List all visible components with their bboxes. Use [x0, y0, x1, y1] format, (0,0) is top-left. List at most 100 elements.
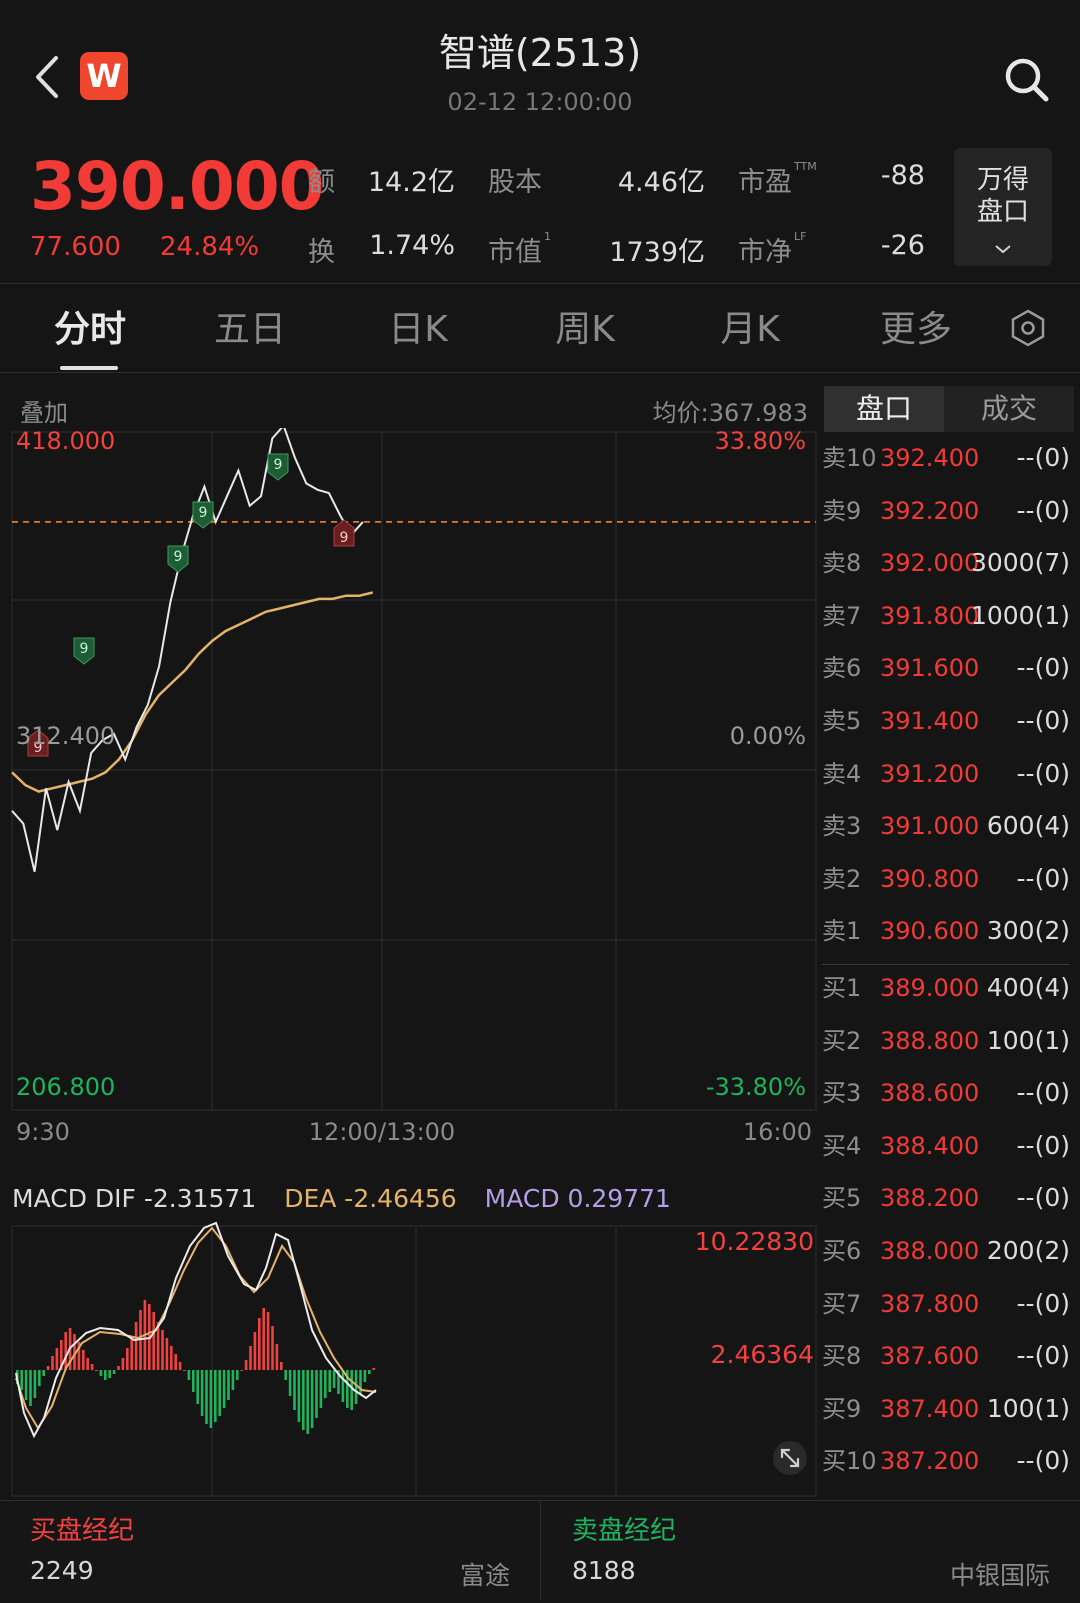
level-volume: 1000(1) [970, 600, 1070, 630]
ask-row[interactable]: 卖3 391.000 600(4) [822, 800, 1072, 852]
bid-row[interactable]: 买2 388.800 100(1) [822, 1015, 1072, 1067]
bid-row[interactable]: 买10 387.200 --(0) [822, 1435, 1072, 1487]
macd-bar [174, 1354, 177, 1370]
ask-row[interactable]: 卖9 392.200 --(0) [822, 485, 1072, 537]
level-label: 买4 [822, 1131, 862, 1160]
stat-value-turnover-rate: 1.74% [369, 230, 455, 261]
level-price: 391.200 [880, 759, 980, 788]
macd-bar [302, 1370, 305, 1430]
y-axis-low-label: 206.800 [16, 1073, 115, 1101]
macd-bar [178, 1362, 182, 1370]
level-price: 391.800 [880, 601, 980, 630]
ask-row[interactable]: 卖1 390.600 300(2) [822, 905, 1072, 957]
tab-more[interactable]: 更多 [879, 309, 952, 350]
macd-bar [324, 1370, 327, 1398]
macd-bar [350, 1370, 353, 1410]
macd-bar [288, 1370, 292, 1396]
average-price-line [11, 591, 373, 793]
bid-row[interactable]: 买5 388.200 --(0) [822, 1172, 1072, 1224]
stat-label-shares: 股本 [488, 167, 542, 198]
bid-row[interactable]: 买9 387.400 100(1) [822, 1383, 1072, 1435]
y-axis-high-label: 418.000 [16, 428, 115, 455]
tab-orderbook[interactable]: 盘口 [824, 386, 944, 432]
macd-bar [55, 1348, 59, 1370]
wind-logo-icon[interactable]: W [80, 52, 128, 100]
macd-bar [319, 1370, 323, 1408]
macd-bar [310, 1370, 314, 1428]
stat-value-pe: -88 [880, 160, 925, 191]
tab-monthly-k[interactable]: 月K [720, 309, 780, 350]
macd-bar [205, 1370, 208, 1424]
sell-broker-title[interactable]: 卖盘经纪 [572, 1516, 677, 1546]
tab-weekly-k[interactable]: 周K [555, 309, 615, 350]
macd-bar [258, 1318, 261, 1370]
level-label: 卖1 [822, 917, 862, 946]
stat-label-pb-text: 市净 [738, 237, 792, 268]
sell-broker-name: 中银国际 [949, 1561, 1050, 1590]
ask-row[interactable]: 卖7 391.800 1000(1) [822, 590, 1072, 642]
ask-row[interactable]: 卖4 391.200 --(0) [822, 748, 1072, 800]
bid-row[interactable]: 买8 387.600 --(0) [822, 1330, 1072, 1382]
settings-icon[interactable] [1008, 308, 1048, 348]
signal-tag-green: 9 [167, 545, 189, 573]
macd-bar [354, 1370, 358, 1404]
macd-bar [214, 1370, 217, 1422]
macd-bar [117, 1366, 120, 1370]
macd-bar [20, 1370, 23, 1390]
ask-row[interactable]: 卖5 391.400 --(0) [822, 695, 1072, 747]
expand-icon[interactable] [772, 1440, 808, 1476]
ask-row[interactable]: 卖10 392.400 --(0) [822, 432, 1072, 484]
level-volume: --(0) [1016, 1288, 1070, 1318]
tab-five-day[interactable]: 五日 [213, 309, 286, 350]
bid-row[interactable]: 买1 389.000 400(4) [822, 962, 1072, 1014]
bid-row[interactable]: 买7 387.800 --(0) [822, 1278, 1072, 1330]
macd-bar [161, 1330, 164, 1370]
back-arrow-icon[interactable] [30, 52, 66, 102]
ask-row[interactable]: 卖6 391.600 --(0) [822, 642, 1072, 694]
buy-broker-title[interactable]: 买盘经纪 [30, 1516, 135, 1546]
macd-bar [368, 1370, 371, 1374]
ask-row[interactable]: 卖8 392.000 3000(7) [822, 537, 1072, 589]
bid-row[interactable]: 买3 388.600 --(0) [822, 1067, 1072, 1119]
stat-label-market-cap: 市值1 [488, 230, 551, 269]
overlay-button[interactable]: 叠加 [20, 399, 68, 427]
signal-tag-green: 9 [267, 453, 289, 481]
level-label: 买9 [822, 1394, 862, 1423]
level-label: 买5 [822, 1184, 862, 1213]
x-axis-start-label: 9:30 [16, 1118, 70, 1146]
bid-row[interactable]: 买4 388.400 --(0) [822, 1120, 1072, 1172]
level-label: 卖5 [822, 707, 862, 735]
level-price: 388.600 [880, 1079, 980, 1108]
level-label: 卖3 [822, 812, 862, 841]
macd-bar [200, 1370, 204, 1416]
tab-trades[interactable]: 成交 [980, 392, 1037, 425]
tab-daily-k[interactable]: 日K [388, 309, 448, 350]
wind-orderbook-button-line1: 万得 [976, 165, 1029, 195]
macd-bar [183, 1370, 186, 1371]
level-volume: --(0) [1016, 758, 1070, 788]
macd-bar [152, 1312, 155, 1370]
level-price: 392.400 [880, 444, 980, 472]
macd-bar [165, 1338, 169, 1370]
bid-row[interactable]: 买6 388.000 200(2) [822, 1225, 1072, 1277]
macd-bar [77, 1342, 81, 1370]
macd-bar [95, 1370, 98, 1371]
ask-row[interactable]: 卖2 390.800 --(0) [822, 853, 1072, 905]
stat-label-pe: 市盈TTM [738, 160, 817, 199]
y-axis-high-pct-label: 33.80% [714, 428, 806, 455]
macd-bar [121, 1358, 125, 1370]
macd-bar [60, 1340, 63, 1370]
level-volume: --(0) [1016, 706, 1070, 735]
level-label: 卖2 [822, 864, 862, 893]
intraday-chart[interactable]: 9 9 9 9 9 9 418.000 33.80% 312.400 0.00%… [0, 428, 820, 1500]
level-volume: --(0) [1016, 1446, 1070, 1476]
search-icon[interactable] [1002, 55, 1050, 103]
macd-bar [218, 1370, 221, 1416]
wind-orderbook-button[interactable]: 万得 盘口 [954, 148, 1052, 266]
macd-bar [134, 1322, 138, 1370]
macd-dea-line [15, 1226, 377, 1430]
macd-bar [346, 1370, 349, 1408]
signal-tag-label: 9 [340, 530, 349, 546]
macd-mid-label: 2.46364 [711, 1340, 814, 1369]
tab-intraday[interactable]: 分时 [53, 309, 126, 350]
